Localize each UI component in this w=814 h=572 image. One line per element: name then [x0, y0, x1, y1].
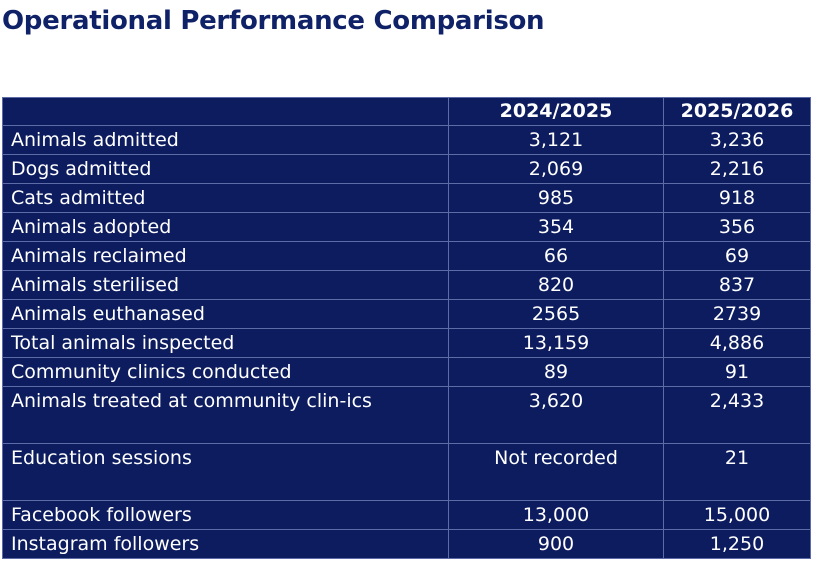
value-2025-2026: 2,433: [663, 386, 811, 444]
value-2025-2026: 21: [663, 443, 811, 501]
header-2025-2026: 2025/2026: [663, 97, 811, 126]
value-2025-2026: 4,886: [663, 328, 811, 358]
row-label: Total animals inspected: [2, 328, 449, 358]
performance-table-container: 2024/2025 2025/2026 Animals admitted 3,1…: [2, 97, 811, 559]
row-label: Animals admitted: [2, 125, 449, 155]
value-2024-2025: 354: [448, 212, 664, 242]
row-label: Animals adopted: [2, 212, 449, 242]
value-2024-2025: 89: [448, 357, 664, 387]
row-label: Facebook followers: [2, 500, 449, 530]
table-row: Cats admitted 985 918: [2, 183, 811, 213]
value-2025-2026: 2,216: [663, 154, 811, 184]
row-label: Dogs admitted: [2, 154, 449, 184]
table-row: Animals euthanased 2565 2739: [2, 299, 811, 329]
table-row: Facebook followers 13,000 15,000: [2, 500, 811, 530]
value-2024-2025: 900: [448, 529, 664, 559]
value-2024-2025: 13,000: [448, 500, 664, 530]
table-row: Animals sterilised 820 837: [2, 270, 811, 300]
page-title: Operational Performance Comparison: [2, 6, 545, 36]
performance-table: 2024/2025 2025/2026 Animals admitted 3,1…: [2, 97, 811, 559]
row-label: Education sessions: [2, 443, 449, 501]
value-2025-2026: 1,250: [663, 529, 811, 559]
row-label: Animals treated at community clin-ics: [2, 386, 449, 444]
value-2025-2026: 69: [663, 241, 811, 271]
table-row: Animals admitted 3,121 3,236: [2, 125, 811, 155]
row-label: Animals sterilised: [2, 270, 449, 300]
value-2024-2025: 66: [448, 241, 664, 271]
value-2025-2026: 91: [663, 357, 811, 387]
value-2025-2026: 15,000: [663, 500, 811, 530]
header-metric: [2, 97, 449, 126]
value-2024-2025: 2,069: [448, 154, 664, 184]
table-row: Instagram followers 900 1,250: [2, 529, 811, 559]
value-2024-2025: 985: [448, 183, 664, 213]
table-header-row: 2024/2025 2025/2026: [2, 97, 811, 126]
value-2024-2025: 3,121: [448, 125, 664, 155]
header-2024-2025: 2024/2025: [448, 97, 664, 126]
row-label: Cats admitted: [2, 183, 449, 213]
table-row: Animals reclaimed 66 69: [2, 241, 811, 271]
value-2024-2025: 13,159: [448, 328, 664, 358]
value-2024-2025: 3,620: [448, 386, 664, 444]
table-row: Community clinics conducted 89 91: [2, 357, 811, 387]
value-2024-2025: Not recorded: [448, 443, 664, 501]
value-2024-2025: 2565: [448, 299, 664, 329]
row-label: Animals reclaimed: [2, 241, 449, 271]
row-label: Animals euthanased: [2, 299, 449, 329]
row-label: Community clinics conducted: [2, 357, 449, 387]
value-2025-2026: 918: [663, 183, 811, 213]
table-row: Dogs admitted 2,069 2,216: [2, 154, 811, 184]
value-2025-2026: 837: [663, 270, 811, 300]
value-2025-2026: 3,236: [663, 125, 811, 155]
value-2024-2025: 820: [448, 270, 664, 300]
value-2025-2026: 356: [663, 212, 811, 242]
table-row: Education sessions Not recorded 21: [2, 443, 811, 501]
table-row: Animals treated at community clin-ics 3,…: [2, 386, 811, 444]
table-row: Animals adopted 354 356: [2, 212, 811, 242]
row-label: Instagram followers: [2, 529, 449, 559]
value-2025-2026: 2739: [663, 299, 811, 329]
table-row: Total animals inspected 13,159 4,886: [2, 328, 811, 358]
